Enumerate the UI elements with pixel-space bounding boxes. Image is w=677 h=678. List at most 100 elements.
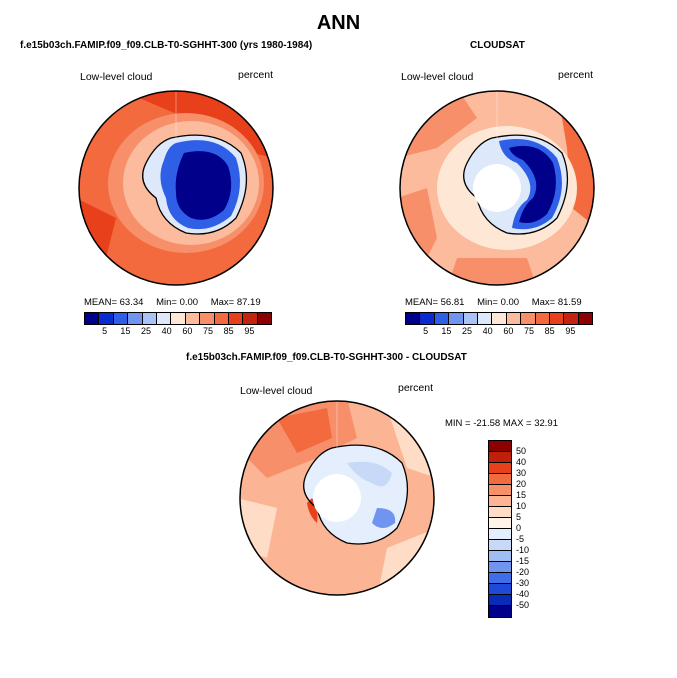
diff-colorbar-swatch — [489, 595, 511, 606]
obs-colorbar-tick-label: 15 — [441, 326, 452, 336]
diff-panel-title: f.e15b03ch.FAMIP.f09_f09.CLB-T0-SGHHT-30… — [186, 352, 467, 363]
obs-panel-title: CLOUDSAT — [470, 40, 525, 51]
obs-colorbar-tick-label: 5 — [423, 326, 429, 336]
diff-colorbar-tick-label: -20 — [516, 567, 530, 577]
model-colorbar-tick-label: 75 — [202, 326, 214, 336]
obs-colorbar-tick-label: 95 — [565, 326, 576, 336]
diff-colorbar-tick-label: 15 — [516, 490, 527, 500]
obs-min-label: Min= — [477, 297, 498, 308]
model-colorbar-swatch — [214, 313, 229, 324]
figure-title: ANN — [316, 12, 361, 34]
model-colorbar-tick-label: 85 — [223, 326, 234, 336]
diff-colorbar-tick-label: 50 — [516, 446, 527, 456]
obs-colorbar-labels: 5 15 25 40 60 75 85 95 — [405, 326, 591, 338]
model-colorbar-labels: 5 15 25 40 60 75 85 95 — [84, 326, 270, 338]
diff-colorbar-tick-label: 40 — [516, 457, 527, 467]
model-colorbar-tick-label: 25 — [140, 326, 152, 336]
diff-colorbar-tick-label: -50 — [516, 600, 530, 610]
obs-stats: MEAN= 56.81 Min= 0.00 Max= 81.59 — [405, 297, 582, 308]
diff-colorbar-swatch — [489, 562, 511, 573]
diff-colorbar-swatch — [489, 606, 511, 617]
model-units-label: percent — [238, 69, 274, 81]
obs-min-value: 0.00 — [500, 297, 520, 308]
model-colorbar-swatch — [228, 313, 244, 324]
diff-colorbar-tick-label: 10 — [516, 501, 527, 511]
diff-colorbar-tick-label: -5 — [516, 534, 525, 544]
diff-colorbar-swatch — [489, 529, 511, 540]
obs-polar-map — [399, 90, 595, 286]
diff-colorbar-swatch — [489, 540, 511, 551]
obs-mean-value: 56.81 — [440, 297, 465, 308]
obs-colorbar-swatch — [521, 313, 536, 324]
diff-colorbar-tick-label: 0 — [516, 523, 522, 533]
diff-variable-label: Low-level cloud — [240, 385, 313, 397]
diff-colorbar-swatch — [489, 584, 511, 595]
obs-colorbar-swatch — [564, 313, 579, 324]
diff-colorbar-swatch — [489, 507, 511, 518]
obs-colorbar-swatch — [506, 313, 522, 324]
obs-colorbar-swatch — [449, 313, 464, 324]
model-polar-map — [78, 90, 274, 286]
model-min-label: Min= — [156, 297, 177, 308]
model-stats: MEAN= 63.34 Min= 0.00 Max= 87.19 — [84, 297, 261, 308]
diff-colorbar-swatch — [489, 485, 511, 496]
model-mean-value: 63.34 — [119, 297, 144, 308]
diff-colorbar-swatch — [489, 441, 511, 452]
model-variable-label: Low-level cloud — [80, 71, 153, 83]
diff-colorbar-labels: 50 40 30 20 15 10 5 0 -5 -10 -15 -20 -30 -40 -50 — [516, 440, 546, 616]
obs-colorbar-tick-label: 40 — [482, 326, 493, 336]
model-colorbar-swatch — [156, 313, 172, 324]
model-colorbar-swatch — [85, 313, 100, 324]
diff-colorbar-swatch — [489, 463, 511, 474]
obs-colorbar-swatch — [434, 313, 450, 324]
obs-colorbar-swatch — [463, 313, 478, 324]
model-colorbar-swatch — [142, 313, 157, 324]
model-colorbar-tick-label: 40 — [161, 326, 172, 336]
model-colorbar-swatch — [185, 313, 201, 324]
diff-colorbar-tick-label: 30 — [516, 468, 527, 478]
model-colorbar-tick-label: 95 — [244, 326, 255, 336]
diff-colorbar-swatch — [489, 573, 511, 584]
obs-mean-label: MEAN= — [405, 297, 438, 308]
model-colorbar-tick-label: 15 — [120, 326, 131, 336]
model-panel-title: f.e15b03ch.FAMIP.f09_f09.CLB-T0-SGHHT-30… — [20, 40, 313, 51]
obs-colorbar-tick-label: 85 — [544, 326, 555, 336]
obs-colorbar-tick-label: 25 — [461, 326, 473, 336]
diff-colorbar-tick-label: -30 — [516, 578, 530, 588]
diff-range-text: MIN = -21.58 MAX = 32.91 — [445, 418, 559, 429]
diff-colorbar-swatch — [489, 474, 511, 485]
model-max-label: Max= — [210, 297, 235, 308]
obs-max-value: 81.59 — [557, 297, 582, 308]
diff-colorbar-tick-label: -10 — [516, 545, 530, 555]
diff-colorbar-tick-label: -15 — [516, 556, 530, 566]
model-colorbar — [84, 312, 272, 325]
diff-colorbar-swatch — [489, 496, 511, 507]
diff-colorbar-swatch — [489, 518, 511, 529]
model-colorbar-swatch — [171, 313, 186, 324]
model-max-value: 87.19 — [236, 297, 261, 308]
obs-variable-label: Low-level cloud — [401, 71, 474, 83]
diff-colorbar-tick-label: 5 — [516, 512, 522, 522]
diff-colorbar-tick-label: 20 — [516, 479, 527, 489]
model-colorbar-swatch — [128, 313, 143, 324]
obs-colorbar — [405, 312, 593, 325]
diff-colorbar-swatch — [489, 452, 511, 463]
obs-units-label: percent — [558, 69, 594, 81]
obs-colorbar-swatch — [578, 313, 593, 324]
model-colorbar-swatch — [113, 313, 129, 324]
obs-colorbar-swatch — [406, 313, 421, 324]
model-colorbar-swatch — [243, 313, 258, 324]
diff-units-label: percent — [398, 382, 434, 394]
model-colorbar-tick-label: 5 — [102, 326, 108, 336]
obs-colorbar-swatch — [492, 313, 507, 324]
obs-colorbar-swatch — [549, 313, 565, 324]
diff-colorbar — [488, 440, 512, 618]
obs-colorbar-tick-label: 60 — [503, 326, 514, 336]
diff-colorbar-swatch — [489, 551, 511, 562]
model-colorbar-tick-label: 60 — [182, 326, 193, 336]
model-colorbar-swatch — [257, 313, 272, 324]
diff-polar-map — [239, 400, 435, 596]
obs-colorbar-tick-label: 75 — [523, 326, 535, 336]
model-colorbar-swatch — [200, 313, 215, 324]
model-mean-label: MEAN= — [84, 297, 117, 308]
